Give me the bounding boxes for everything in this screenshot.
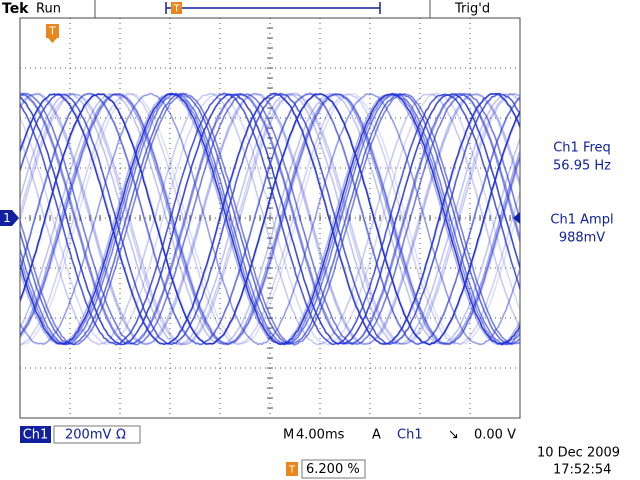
waveform-trace: [20, 92, 520, 346]
measurement-value: 56.95 Hz: [553, 159, 611, 174]
waveforms: [20, 92, 520, 346]
waveform-trace: [20, 92, 520, 346]
record-bracket: [165, 2, 381, 14]
waveform-trace: [20, 92, 520, 346]
trigger-mode: A: [372, 428, 381, 443]
scale-box: [53, 425, 141, 444]
trigger-position-icon: [171, 2, 182, 14]
waveform-trace: [20, 92, 520, 346]
trigger-state: Trig'd: [454, 2, 490, 17]
waveform-trace: [20, 92, 520, 345]
waveform-trace: [20, 92, 520, 346]
trigger-level: 0.00 V: [474, 428, 516, 443]
level-marker: [513, 212, 520, 224]
waveform-trace: [20, 93, 520, 346]
position-box: [301, 459, 366, 479]
position-icon: [286, 462, 298, 476]
position-marker: T: [288, 465, 296, 476]
timebase-prefix: M: [283, 428, 294, 443]
channel-marker: 1: [3, 211, 11, 225]
waveform-trace: [20, 92, 520, 346]
measurement-value: 988mV: [559, 231, 605, 246]
waveform-trace: [20, 92, 520, 346]
waveform-trace: [20, 92, 520, 346]
waveform-trace: [20, 92, 520, 346]
waveform-trace: [20, 92, 520, 346]
waveform-trace: [20, 92, 520, 346]
date: 10 Dec 2009: [537, 446, 620, 461]
waveform-trace: [20, 92, 520, 346]
waveform-trace: [20, 92, 520, 346]
trigger-source: Ch1: [397, 428, 423, 443]
waveform-trace: [20, 92, 520, 346]
coupling: Ω: [116, 428, 126, 443]
scale: 200mV: [65, 428, 111, 443]
waveform-trace: [20, 93, 520, 346]
run-status: Run: [36, 2, 61, 17]
time: 17:52:54: [553, 463, 611, 478]
waveform-trace: [20, 92, 520, 346]
trigger-slope: ↘: [448, 428, 459, 443]
waveform-trace: [20, 92, 520, 346]
channel-marker-icon: [0, 210, 19, 226]
waveform-trace: [20, 92, 520, 346]
trigger-marker-icon: [46, 24, 59, 38]
trigger-marker: T: [48, 25, 56, 38]
trigger-position-marker: T: [172, 4, 180, 15]
channel-badge: [20, 426, 51, 443]
waveform-trace: [20, 92, 520, 346]
measurement-label: Ch1 Freq: [553, 141, 611, 156]
timebase: 4.00ms: [296, 428, 345, 443]
trigger-marker-arrow: [48, 38, 57, 43]
waveform-trace: [20, 92, 520, 346]
waveform-trace: [20, 92, 520, 345]
brand: Tek: [2, 1, 29, 17]
waveform-trace: [20, 93, 520, 346]
waveform-trace: [20, 92, 520, 346]
channel: Ch1: [23, 428, 49, 443]
measurement-label: Ch1 Ampl: [550, 213, 613, 228]
waveform-trace: [20, 92, 520, 346]
position: 6.200 %: [306, 462, 360, 477]
